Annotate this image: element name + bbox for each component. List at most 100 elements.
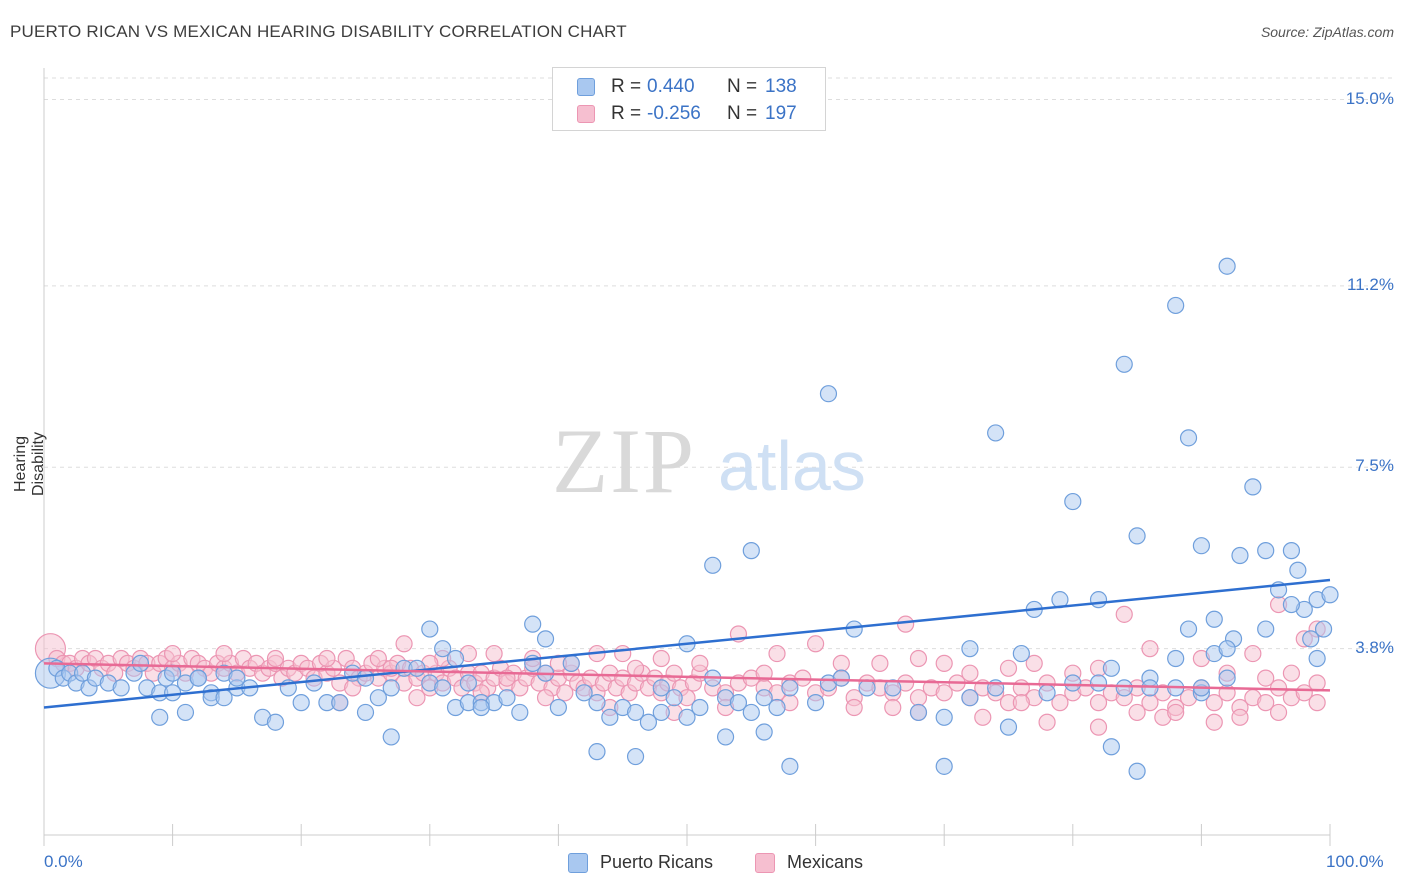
data-point xyxy=(266,649,285,668)
data-point xyxy=(961,689,979,707)
data-point xyxy=(1102,659,1120,677)
data-point xyxy=(1218,257,1236,275)
data-point xyxy=(1314,620,1333,638)
data-point xyxy=(845,620,863,638)
data-point xyxy=(1115,679,1133,697)
data-point xyxy=(1102,738,1120,756)
data-point xyxy=(446,649,465,668)
y-tick-label: 7.5% xyxy=(1355,456,1394,476)
trend-lines xyxy=(43,578,1331,709)
data-point xyxy=(434,679,452,697)
data-point xyxy=(1115,355,1133,373)
data-point xyxy=(1257,669,1275,687)
trend-line-mexicans xyxy=(43,662,1331,692)
data-point xyxy=(556,684,574,702)
data-point xyxy=(1128,703,1146,722)
data-point xyxy=(266,713,285,731)
data-point xyxy=(1205,694,1223,712)
bottom-legend-label-mexicans: Mexicans xyxy=(787,852,864,872)
data-point xyxy=(1269,703,1288,722)
data-point xyxy=(716,728,735,746)
data-point xyxy=(742,703,760,722)
chart-title: PUERTO RICAN VS MEXICAN HEARING DISABILI… xyxy=(10,22,627,41)
data-point xyxy=(1167,296,1185,315)
data-point xyxy=(961,664,979,682)
data-point xyxy=(652,703,670,722)
data-point xyxy=(408,689,426,707)
legend-n-label: N = xyxy=(727,103,758,124)
data-point xyxy=(131,654,150,672)
mexicans-points xyxy=(34,595,1326,736)
data-point xyxy=(305,674,323,692)
data-point xyxy=(1289,561,1307,579)
data-point xyxy=(1167,703,1185,722)
data-point xyxy=(1231,546,1249,565)
data-point xyxy=(755,723,773,741)
bottom-legend-label-puerto-ricans: Puerto Ricans xyxy=(600,852,714,872)
data-point xyxy=(961,640,979,658)
data-point xyxy=(1141,640,1159,658)
data-point xyxy=(678,708,696,726)
legend-r-value: 0.440 xyxy=(647,76,695,97)
data-point xyxy=(974,708,992,726)
data-point xyxy=(652,679,670,697)
watermark-atlas: atlas xyxy=(718,427,866,505)
data-point xyxy=(781,757,799,775)
data-point xyxy=(832,669,850,687)
data-point xyxy=(1051,694,1069,712)
data-point xyxy=(1257,694,1275,712)
data-point xyxy=(1012,644,1030,663)
data-point xyxy=(382,679,400,697)
data-point xyxy=(1282,595,1301,614)
data-point xyxy=(1167,649,1185,668)
data-point xyxy=(755,689,773,707)
data-point xyxy=(819,385,838,403)
data-point xyxy=(1012,694,1030,712)
data-point xyxy=(549,698,568,717)
data-point xyxy=(1308,674,1326,692)
data-point xyxy=(1282,542,1301,560)
data-point xyxy=(459,674,477,692)
data-point xyxy=(1244,644,1262,663)
data-point xyxy=(935,708,953,726)
legend-r-value: -0.256 xyxy=(647,103,701,124)
data-point xyxy=(164,644,182,663)
watermark: ZIP atlas xyxy=(552,410,866,512)
chart-source: Source: ZipAtlas.com xyxy=(1260,24,1394,40)
data-point xyxy=(665,664,683,682)
data-point xyxy=(935,757,953,775)
data-point xyxy=(1025,654,1043,672)
data-point xyxy=(369,649,387,668)
data-point xyxy=(729,694,748,712)
data-point xyxy=(1257,542,1275,560)
data-point xyxy=(781,679,799,697)
legend-swatch-blue xyxy=(577,78,595,96)
data-point xyxy=(228,669,246,687)
data-point xyxy=(382,728,400,746)
bottom-legend-swatch-pink xyxy=(755,852,775,873)
data-point xyxy=(858,679,876,697)
data-point xyxy=(1089,694,1108,712)
legend-row-puerto-ricans: R = 0.440 N = 138 xyxy=(577,75,797,99)
data-point xyxy=(164,684,182,702)
data-point xyxy=(1128,762,1146,780)
data-point xyxy=(511,703,529,722)
data-point xyxy=(421,620,439,638)
data-point xyxy=(626,747,645,766)
legend-n-value: 138 xyxy=(765,76,797,97)
legend-n-label: N = xyxy=(727,76,758,97)
y-axis-label: Hearing Disability xyxy=(12,432,47,497)
data-point xyxy=(601,708,619,726)
data-point xyxy=(1179,620,1198,638)
data-point xyxy=(897,615,915,633)
data-point xyxy=(1321,586,1339,604)
data-point xyxy=(1231,708,1249,726)
data-point xyxy=(999,718,1018,736)
data-point xyxy=(434,640,452,658)
data-point xyxy=(331,694,349,712)
data-point xyxy=(884,698,902,717)
bottom-legend-mexicans: Mexicans xyxy=(755,852,863,873)
legend: R = 0.440 N = 138 R = -0.256 N = 197 xyxy=(552,67,826,131)
data-point xyxy=(318,649,336,668)
